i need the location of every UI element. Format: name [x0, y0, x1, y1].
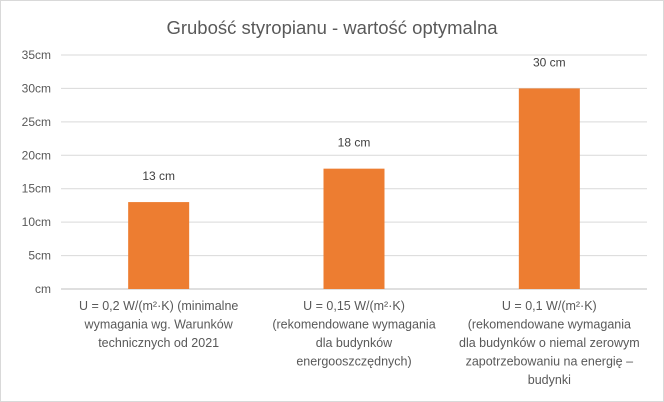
- y-tick-label: 25cm: [22, 115, 51, 129]
- y-tick-label: cm: [35, 282, 51, 296]
- data-labels: 13 cm 18 cm 30 cm: [142, 55, 565, 183]
- category-label: U = 0,2 W/(m²·K) (minimalne wymagania wg.…: [79, 299, 238, 350]
- data-label: 13 cm: [142, 169, 175, 183]
- y-tick-label: 20cm: [22, 148, 51, 162]
- y-tick-label: 35cm: [22, 48, 51, 62]
- bar: [323, 168, 385, 289]
- category-label: U = 0,1 W/(m²·K) (rekomendowane wymagania…: [459, 299, 640, 387]
- bar: [518, 88, 580, 289]
- data-label: 18 cm: [338, 136, 371, 150]
- category-labels: U = 0,2 W/(m²·K) (minimalne wymagania wg.…: [79, 299, 640, 387]
- y-tick-label: 5cm: [28, 249, 51, 263]
- y-tick-label: 15cm: [22, 182, 51, 196]
- chart-title: Grubość styropianu - wartość optymalna: [166, 17, 498, 38]
- category-label: U = 0,15 W/(m²·K) (rekomendowane wymagani…: [272, 299, 435, 369]
- data-label: 30 cm: [533, 55, 566, 69]
- bars: [128, 88, 580, 289]
- bar: [128, 202, 190, 289]
- y-axis-ticks: cm 5cm 10cm 15cm 20cm 25cm 30cm 35cm: [22, 48, 51, 296]
- y-tick-label: 10cm: [22, 215, 51, 229]
- y-tick-label: 30cm: [22, 81, 51, 95]
